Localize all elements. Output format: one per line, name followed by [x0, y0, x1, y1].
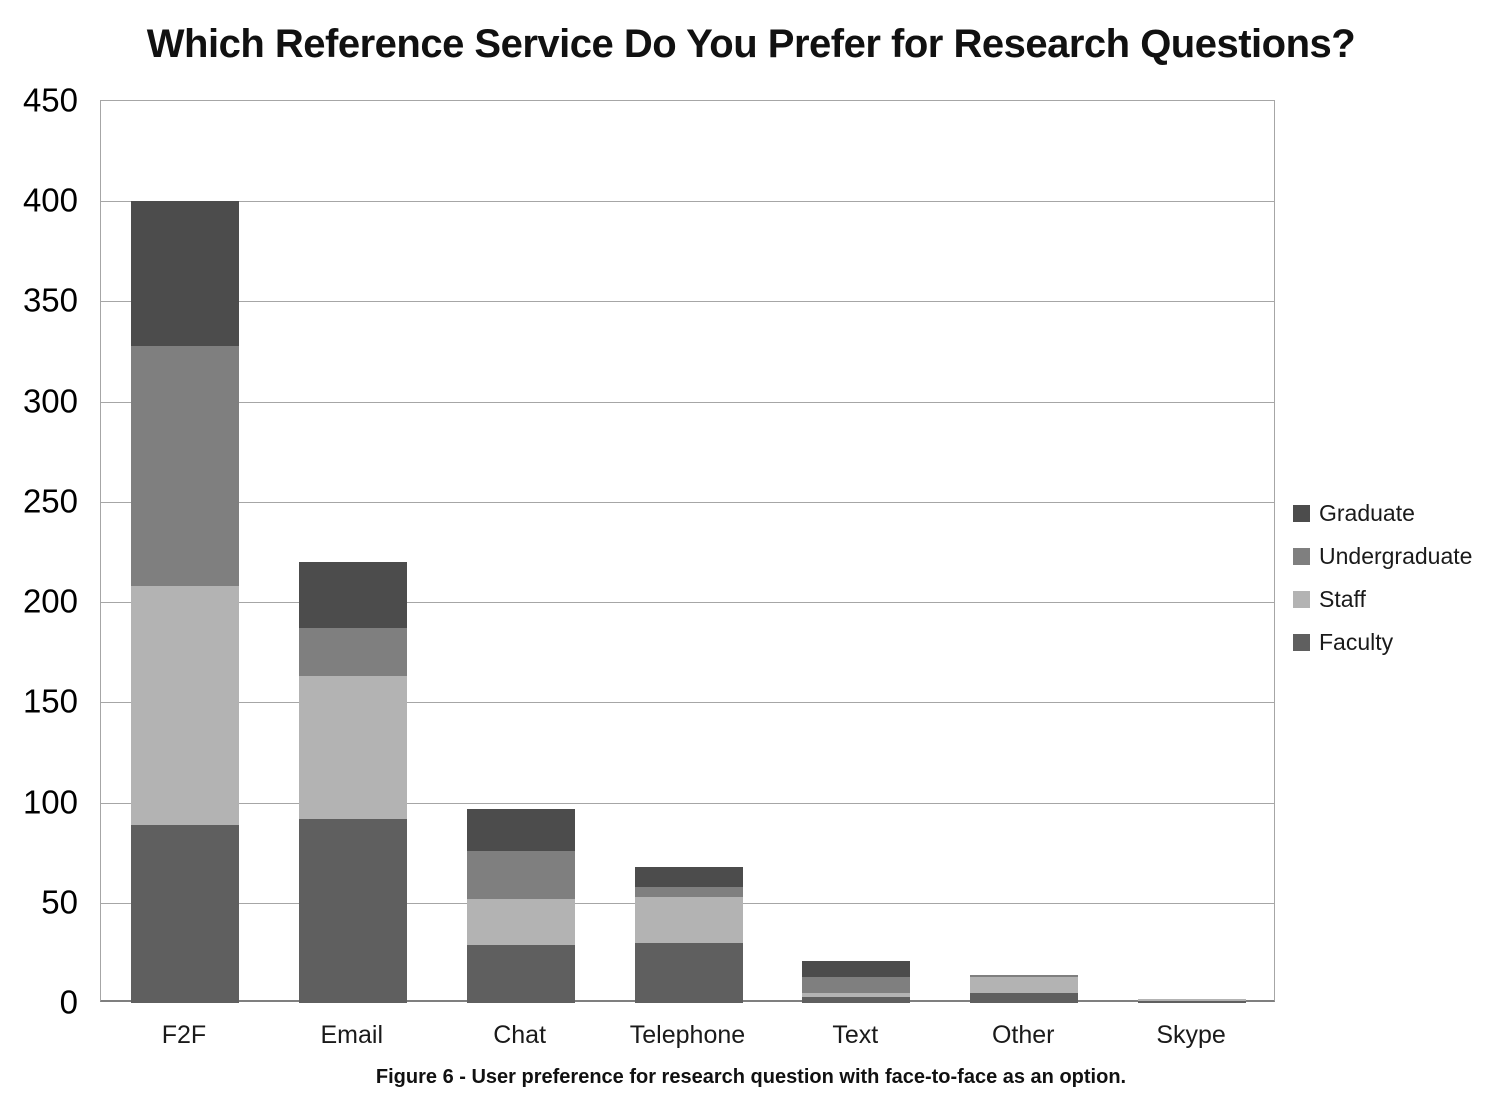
bar-segment-chat-staff: [466, 898, 575, 945]
legend-label: Faculty: [1319, 629, 1394, 655]
gridline-100: [101, 802, 1274, 804]
gridline-350: [101, 301, 1274, 303]
bar-segment-email-staff: [298, 676, 407, 819]
x-tick-label-text: Text: [832, 1021, 879, 1049]
y-tick-label-250: 250: [22, 482, 78, 520]
bar-segment-chat-undergraduate: [466, 850, 575, 899]
bar-segment-telephone-staff: [634, 896, 743, 943]
bar-segment-email-undergraduate: [298, 628, 407, 677]
bar-segment-skype-staff: [1138, 998, 1247, 1001]
bar-segment-text-staff: [802, 992, 911, 997]
chart-title: Which Reference Service Do You Prefer fo…: [146, 22, 1356, 66]
legend-label: Staff: [1319, 586, 1366, 612]
legend-row-graduate: Graduate: [1293, 492, 1472, 535]
y-tick-label-50: 50: [41, 883, 78, 921]
bar-segment-f2f-staff: [130, 586, 239, 825]
x-tick-label-f2f: F2F: [161, 1021, 207, 1049]
legend-swatch-icon: [1293, 634, 1310, 651]
bar-segment-f2f-graduate: [130, 201, 239, 346]
legend-swatch-icon: [1293, 548, 1310, 565]
y-tick-label-200: 200: [22, 582, 78, 620]
y-tick-label-400: 400: [22, 181, 78, 219]
y-tick-label-300: 300: [22, 382, 78, 420]
x-tick-label-skype: Skype: [1156, 1021, 1226, 1049]
y-tick-label-350: 350: [22, 281, 78, 319]
plot-area: [100, 100, 1275, 1003]
bar-segment-f2f-undergraduate: [130, 345, 239, 587]
legend-row-undergraduate: Undergraduate: [1293, 535, 1472, 578]
y-tick-label-0: 0: [59, 983, 78, 1021]
gridline-150: [101, 702, 1274, 704]
gridline-200: [101, 602, 1274, 604]
y-tick-label-150: 150: [22, 682, 78, 720]
gridline-300: [101, 401, 1274, 403]
bar-segment-email-graduate: [298, 562, 407, 629]
legend-label: Graduate: [1319, 500, 1415, 526]
bar-segment-text-faculty: [802, 996, 911, 1003]
bar-segment-chat-graduate: [466, 808, 575, 851]
bar-segment-telephone-undergraduate: [634, 886, 743, 897]
bar-segment-f2f-faculty: [130, 824, 239, 1003]
legend-label: Undergraduate: [1319, 543, 1473, 569]
legend-swatch-icon: [1293, 505, 1310, 522]
bar-segment-text-graduate: [802, 960, 911, 977]
legend: Graduate Undergraduate Staff Faculty: [1293, 492, 1472, 664]
bar-segment-text-undergraduate: [802, 976, 911, 993]
figure-caption: Figure 6 - User preference for research …: [375, 1066, 1127, 1088]
gridline-400: [101, 201, 1274, 203]
bar-segment-other-undergraduate: [970, 974, 1079, 977]
bar-segment-skype-faculty: [1138, 1000, 1247, 1003]
gridline-250: [101, 501, 1274, 503]
x-tick-label-other: Other: [991, 1021, 1055, 1049]
x-tick-label-telephone: Telephone: [629, 1021, 746, 1049]
bar-segment-telephone-graduate: [634, 866, 743, 887]
legend-row-faculty: Faculty: [1293, 621, 1472, 664]
x-tick-label-chat: Chat: [493, 1021, 547, 1049]
x-tick-label-email: Email: [320, 1021, 384, 1049]
legend-swatch-icon: [1293, 591, 1310, 608]
y-tick-label-100: 100: [22, 783, 78, 821]
y-tick-label-450: 450: [22, 81, 78, 119]
bar-segment-chat-faculty: [466, 944, 575, 1003]
bar-segment-telephone-faculty: [634, 942, 743, 1003]
bar-segment-other-faculty: [970, 992, 1079, 1003]
bar-segment-other-staff: [970, 976, 1079, 993]
bar-segment-email-faculty: [298, 818, 407, 1003]
legend-row-staff: Staff: [1293, 578, 1472, 621]
